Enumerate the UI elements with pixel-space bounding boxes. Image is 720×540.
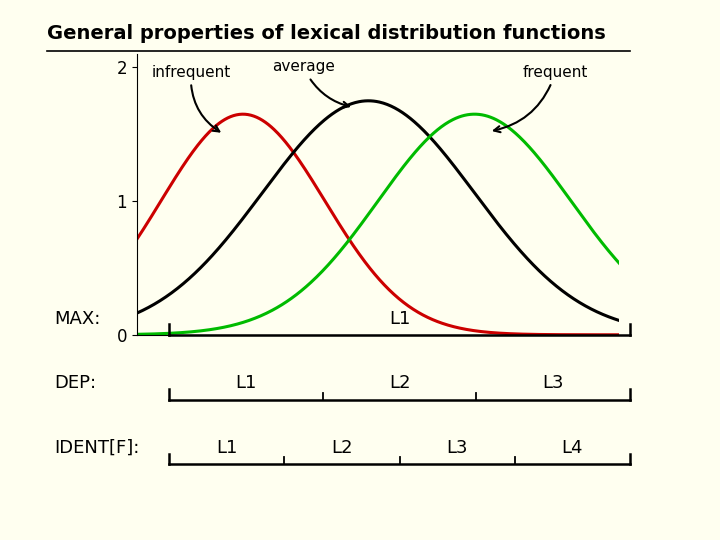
Text: L2: L2 [389,374,410,393]
Text: L2: L2 [331,439,353,457]
Text: average: average [272,59,349,108]
Text: L3: L3 [446,439,468,457]
Text: MAX:: MAX: [54,309,100,328]
Text: frequent: frequent [494,65,588,132]
Text: L4: L4 [562,439,583,457]
Text: IDENT[F]:: IDENT[F]: [54,439,140,457]
Text: DEP:: DEP: [54,374,96,393]
Text: infrequent: infrequent [151,65,230,131]
Text: L3: L3 [542,374,564,393]
Text: L1: L1 [235,374,257,393]
Text: L1: L1 [389,309,410,328]
Text: L1: L1 [216,439,238,457]
Text: General properties of lexical distribution functions: General properties of lexical distributi… [47,24,606,43]
